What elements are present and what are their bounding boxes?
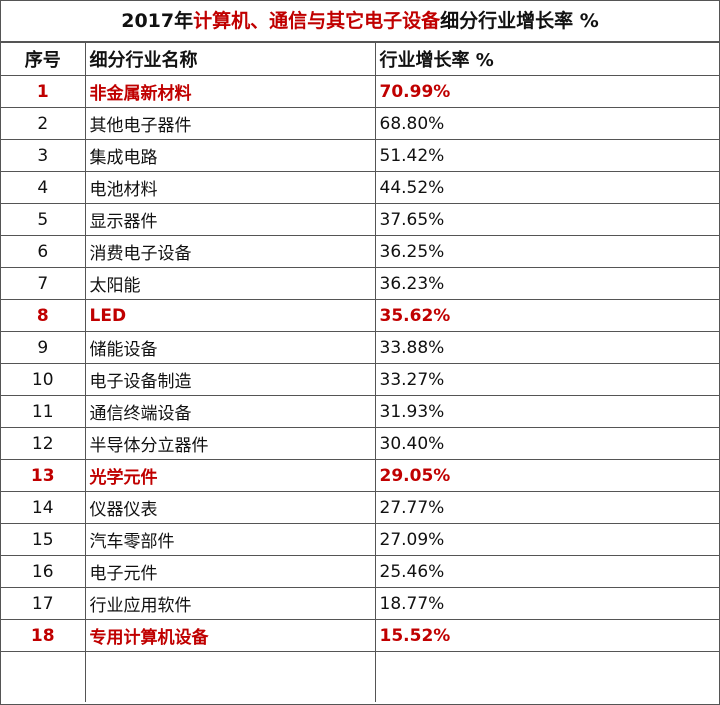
- row-index-cell: 6: [1, 235, 86, 268]
- row-index-cell: 1: [1, 75, 86, 108]
- header-growth-rate: 行业增长率 %: [374, 42, 719, 76]
- row-index-cell: 15: [1, 523, 86, 556]
- row-growth-rate-cell: 51.42%: [374, 139, 719, 172]
- row-index-cell: 14: [1, 491, 86, 524]
- row-industry-cell: 通信终端设备: [84, 395, 376, 428]
- row-index-cell: 13: [1, 459, 86, 492]
- row-industry-cell: 电子元件: [84, 555, 376, 588]
- row-industry-cell: 太阳能: [84, 267, 376, 300]
- empty-cell: [1, 651, 86, 702]
- title-prefix: 2017年: [121, 10, 194, 32]
- row-growth-rate-cell: 36.25%: [374, 235, 719, 268]
- table-row: 11 通信终端设备 31.93%: [1, 395, 719, 428]
- row-index-cell: 11: [1, 395, 86, 428]
- row-industry-cell: 专用计算机设备: [84, 619, 376, 652]
- table-row: 5 显示器件 37.65%: [1, 203, 719, 236]
- row-industry-cell: 显示器件: [84, 203, 376, 236]
- empty-cell: [84, 651, 376, 702]
- row-industry-cell: 消费电子设备: [84, 235, 376, 268]
- table-row: 3 集成电路 51.42%: [1, 139, 719, 172]
- row-growth-rate-cell: 36.23%: [374, 267, 719, 300]
- row-growth-rate-cell: 27.77%: [374, 491, 719, 524]
- row-growth-rate-cell: 25.46%: [374, 555, 719, 588]
- row-industry-cell: 非金属新材料: [84, 75, 376, 108]
- table-row: 1 非金属新材料 70.99%: [1, 75, 719, 108]
- row-growth-rate-cell: 37.65%: [374, 203, 719, 236]
- row-index-cell: 8: [1, 299, 86, 332]
- table-row: 6 消费电子设备 36.25%: [1, 235, 719, 268]
- title-highlight: 计算机、通信与其它电子设备: [193, 10, 441, 32]
- row-index-cell: 9: [1, 331, 86, 364]
- row-industry-cell: 电子设备制造: [84, 363, 376, 396]
- table-row: 4 电池材料 44.52%: [1, 171, 719, 204]
- row-index-cell: 2: [1, 107, 86, 140]
- row-index-cell: 16: [1, 555, 86, 588]
- header-index: 序号: [1, 42, 86, 76]
- table-row: 18 专用计算机设备 15.52%: [1, 619, 719, 652]
- row-index-cell: 18: [1, 619, 86, 652]
- row-industry-cell: 集成电路: [84, 139, 376, 172]
- table-row: 2 其他电子器件 68.80%: [1, 107, 719, 140]
- row-industry-cell: 仪器仪表: [84, 491, 376, 524]
- table-row: 8 LED 35.62%: [1, 299, 719, 332]
- row-index-cell: 12: [1, 427, 86, 460]
- row-index-cell: 10: [1, 363, 86, 396]
- table-row: 9 储能设备 33.88%: [1, 331, 719, 364]
- row-growth-rate-cell: 29.05%: [374, 459, 719, 492]
- row-industry-cell: 光学元件: [84, 459, 376, 492]
- row-index-cell: 4: [1, 171, 86, 204]
- row-industry-cell: 半导体分立器件: [84, 427, 376, 460]
- header-industry: 细分行业名称: [84, 42, 376, 76]
- row-growth-rate-cell: 27.09%: [374, 523, 719, 556]
- table-row: 14 仪器仪表 27.77%: [1, 491, 719, 524]
- row-growth-rate-cell: 44.52%: [374, 171, 719, 204]
- row-industry-cell: 汽车零部件: [84, 523, 376, 556]
- table-row: 12 半导体分立器件 30.40%: [1, 427, 719, 460]
- row-growth-rate-cell: 35.62%: [374, 299, 719, 332]
- row-growth-rate-cell: 15.52%: [374, 619, 719, 652]
- title-suffix: 细分行业增长率 %: [440, 10, 599, 32]
- row-industry-cell: LED: [84, 299, 376, 332]
- row-growth-rate-cell: 70.99%: [374, 75, 719, 108]
- empty-row: [1, 651, 719, 702]
- row-index-cell: 3: [1, 139, 86, 172]
- table-row: 16 电子元件 25.46%: [1, 555, 719, 588]
- row-index-cell: 7: [1, 267, 86, 300]
- row-index-cell: 17: [1, 587, 86, 620]
- row-industry-cell: 行业应用软件: [84, 587, 376, 620]
- table-row: 10 电子设备制造 33.27%: [1, 363, 719, 396]
- empty-cell: [374, 651, 719, 702]
- header-row: 序号 细分行业名称 行业增长率 %: [1, 42, 719, 76]
- row-growth-rate-cell: 31.93%: [374, 395, 719, 428]
- row-industry-cell: 电池材料: [84, 171, 376, 204]
- row-index-cell: 5: [1, 203, 86, 236]
- table-row: 13 光学元件 29.05%: [1, 459, 719, 492]
- table-row: 15 汽车零部件 27.09%: [1, 523, 719, 556]
- row-growth-rate-cell: 68.80%: [374, 107, 719, 140]
- row-growth-rate-cell: 30.40%: [374, 427, 719, 460]
- table-body: 1 非金属新材料 70.99% 2 其他电子器件 68.80% 3 集成电路 51.42% 4 电池…: [1, 75, 719, 702]
- row-growth-rate-cell: 33.27%: [374, 363, 719, 396]
- table-title: 2017年计算机、通信与其它电子设备细分行业增长率 %: [1, 1, 719, 42]
- row-growth-rate-cell: 33.88%: [374, 331, 719, 364]
- table-row: 7 太阳能 36.23%: [1, 267, 719, 300]
- table-row: 17 行业应用软件 18.77%: [1, 587, 719, 620]
- row-industry-cell: 储能设备: [84, 331, 376, 364]
- growth-rate-table: 序号 细分行业名称 行业增长率 % 1 非金属新材料 70.99% 2 其他电子器件 68…: [1, 42, 719, 702]
- row-growth-rate-cell: 18.77%: [374, 587, 719, 620]
- row-industry-cell: 其他电子器件: [84, 107, 376, 140]
